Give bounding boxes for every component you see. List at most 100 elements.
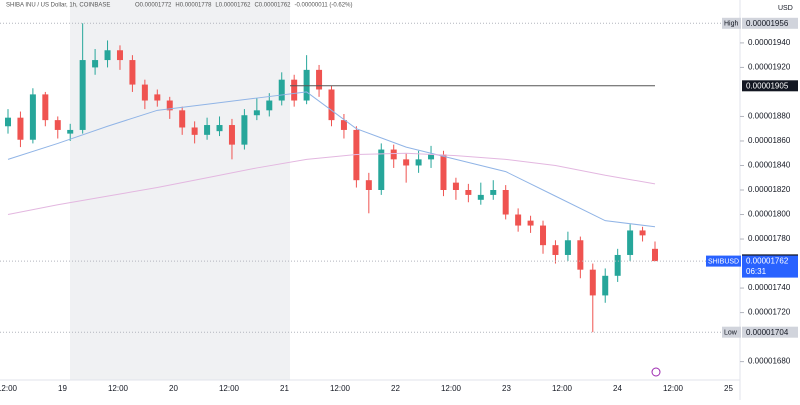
price-tag-name: High [724, 21, 739, 28]
candle-body [452, 182, 459, 190]
candle-body [166, 100, 173, 111]
ohlc-value: -0.00000011 (-0.62%) [295, 3, 353, 9]
price-tag-value: 0.00001704 [746, 328, 789, 337]
candle-body [340, 120, 347, 130]
candle-body [291, 79, 298, 101]
y-tick-label: 0.00001820 [748, 185, 791, 194]
candle-body [328, 89, 335, 121]
candle-body [141, 84, 148, 101]
candle-body [614, 254, 621, 276]
x-tick-label: 19 [58, 384, 67, 393]
candle-body [527, 220, 534, 226]
x-tick-label: 12:00 [0, 384, 18, 393]
y-tick-label: 0.00001920 [748, 63, 791, 72]
price-tag-name: Low [724, 330, 738, 337]
candle-body [490, 190, 497, 195]
price-tag-name-box [706, 255, 741, 267]
candle-body [29, 94, 36, 140]
x-tick-label: 12:00 [219, 384, 240, 393]
moving-average [7, 91, 656, 228]
candle-body [42, 94, 49, 121]
candle-body [154, 94, 161, 101]
candle-body [365, 180, 372, 190]
candle-body [552, 245, 559, 255]
candle-body [465, 190, 472, 195]
price-tag [742, 255, 798, 278]
candle-body [303, 69, 310, 101]
x-tick-label: 12:00 [552, 384, 573, 393]
x-tick-label: 12:00 [330, 384, 351, 393]
price-tag [742, 17, 798, 29]
x-tick-label: 24 [613, 384, 622, 393]
ohlc-value: O0.00001772 [135, 3, 172, 9]
y-tick-label: 0.00001800 [748, 210, 791, 219]
x-tick-label: 25 [724, 384, 733, 393]
x-tick-label: 12:00 [441, 384, 462, 393]
x-tick-label: 23 [502, 384, 511, 393]
y-tick-label: 0.00001880 [748, 112, 791, 121]
ohlc-value: C0.00001762 [254, 3, 291, 9]
candle-body [652, 248, 658, 262]
y-tick-label: 0.00001860 [748, 136, 791, 145]
candle-body [179, 110, 186, 128]
x-tick-label: 22 [391, 384, 400, 393]
candle-body [515, 214, 522, 226]
price-tag [742, 326, 798, 338]
candle-body [92, 60, 99, 68]
candle-body [253, 110, 260, 116]
candle-body [116, 50, 123, 61]
candle-body [204, 125, 211, 135]
price-tag-value: 0.00001762 [746, 257, 789, 266]
price-tag-name-box [722, 326, 741, 338]
candle-body [191, 127, 198, 135]
candle-body [216, 125, 223, 132]
candle-body [266, 100, 273, 111]
session-shade [70, 0, 290, 380]
y-tick-label: 0.00001680 [748, 357, 791, 366]
candle-body [316, 69, 323, 90]
price-tag-name-box [722, 17, 741, 29]
candle-body [403, 159, 410, 166]
price-tag [742, 80, 798, 92]
moving-average [7, 152, 656, 216]
y-tick-label: 0.00001780 [748, 234, 791, 243]
candle-body [67, 129, 74, 134]
y-tick-label: 0.00001720 [748, 308, 791, 317]
candle-body [564, 240, 571, 255]
candle-body [378, 149, 385, 190]
chart-title: SHIBA INU / US Dollar, 1h, COINBASE [6, 3, 110, 9]
price-tag-countdown: 06:31 [746, 267, 767, 276]
candle-body [54, 120, 61, 130]
candle-body [540, 225, 547, 246]
x-tick-label: 21 [280, 384, 289, 393]
price-tag-value: 0.00001905 [746, 81, 789, 90]
y-tick-label: 0.00001840 [748, 161, 791, 170]
candle-body [639, 230, 646, 236]
candle-body [577, 240, 584, 270]
candle-body [502, 190, 509, 215]
ohlc-value: H0.00001778 [175, 3, 212, 9]
candle-body [415, 159, 422, 166]
candle-body [589, 269, 596, 296]
x-tick-label: 20 [169, 384, 178, 393]
candle-body [17, 117, 24, 140]
candle-body [278, 79, 285, 101]
price-tag-name: SHIBUSD [708, 258, 739, 265]
y-tick-label: 0.00001740 [748, 283, 791, 292]
price-tag-value: 0.00001956 [746, 19, 789, 28]
candle-body [390, 149, 397, 160]
candle-body [440, 154, 447, 190]
candle-body [241, 115, 248, 145]
candle-body [353, 129, 360, 181]
candle-body [5, 117, 11, 127]
candle-body [428, 154, 435, 160]
candle-body [104, 50, 111, 61]
y-axis-label: USD [778, 5, 793, 12]
candle-body [602, 275, 609, 296]
candle-body [228, 125, 235, 145]
x-tick-label: 12:00 [663, 384, 684, 393]
x-tick-label: 12:00 [108, 384, 129, 393]
candle-body [477, 194, 484, 200]
event-icon[interactable] [651, 367, 661, 377]
